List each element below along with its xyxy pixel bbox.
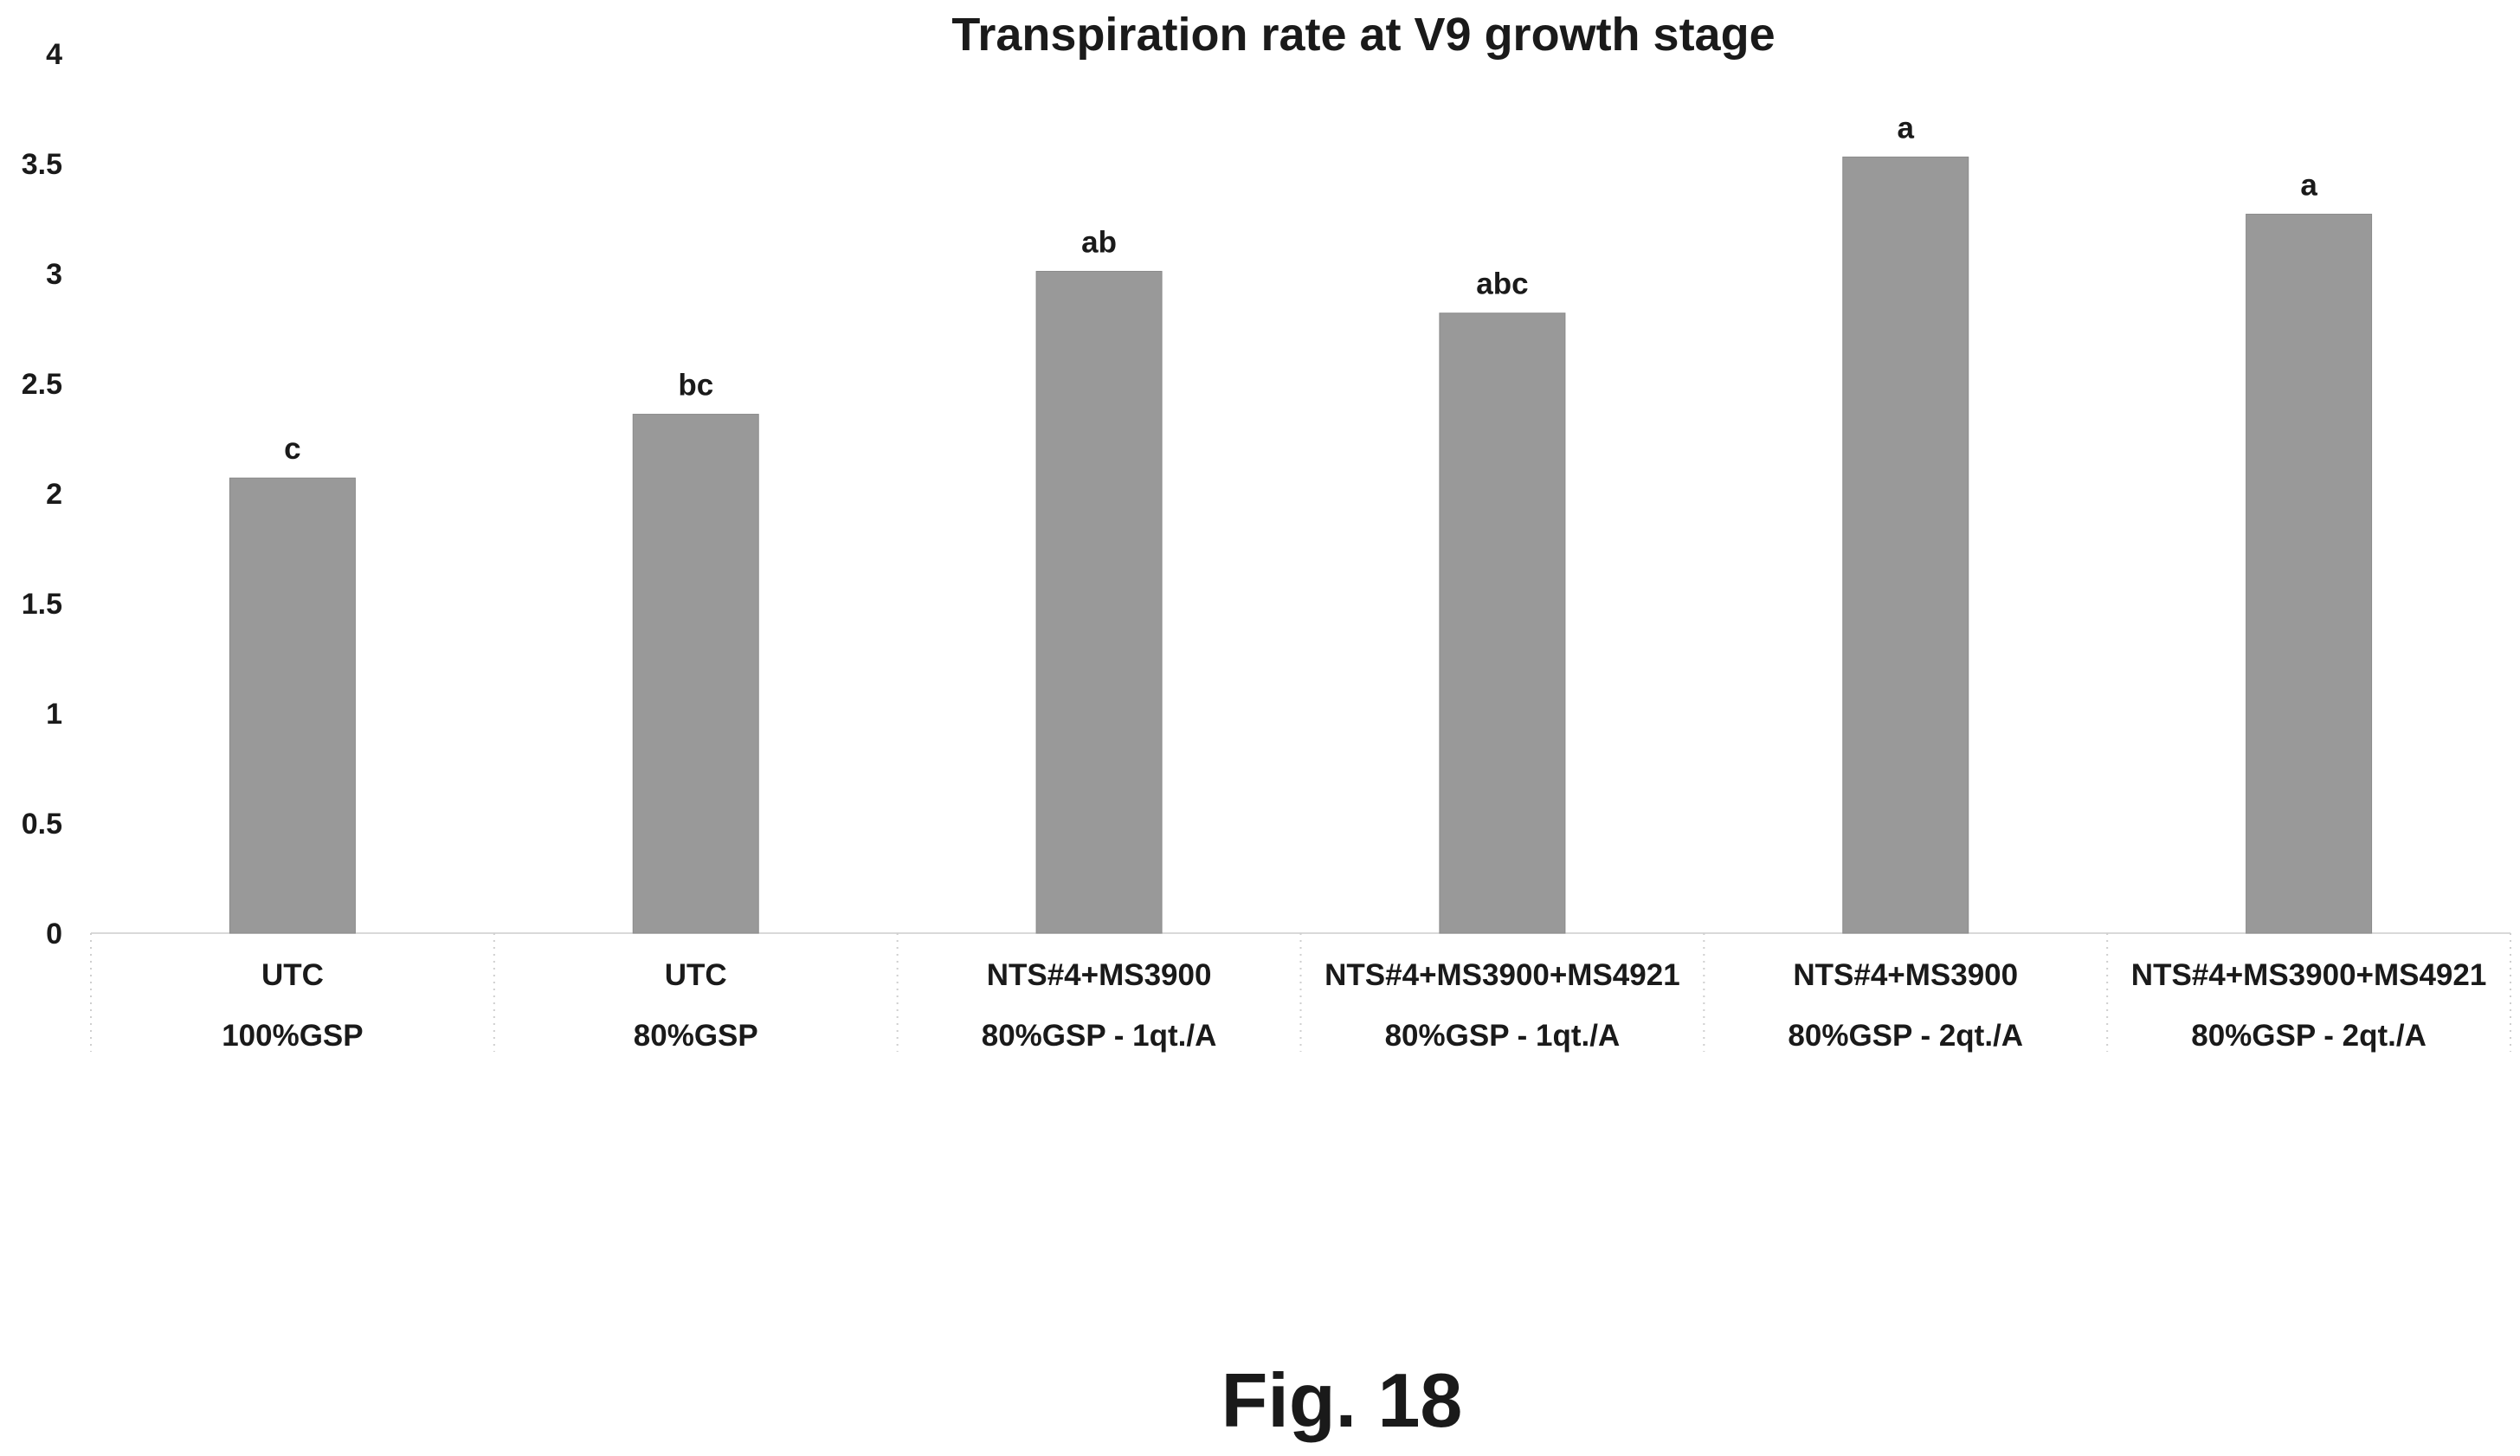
x-tick-label: UTC (261, 958, 324, 992)
x-axis: UTC 100%GSP UTC 80%GSP NTS#4+MS3900 80%GSP - … (222, 958, 2486, 1053)
bar (229, 477, 356, 934)
x-tick-label: NTS#4+MS3900+MS4921 (2131, 958, 2487, 992)
x-tick-label: 100%GSP (222, 1019, 363, 1053)
bar (1439, 312, 1566, 934)
y-tick-label: 4 (46, 38, 62, 71)
x-tick-label: 80%GSP - 2qt./A (1788, 1019, 2023, 1053)
y-tick-label: 0 (46, 918, 62, 950)
x-tick-label: UTC (665, 958, 727, 992)
data-label: a (2300, 168, 2317, 202)
bar (2246, 213, 2373, 934)
x-tick-label: NTS#4+MS3900 (1793, 958, 2018, 992)
bars (229, 156, 2373, 934)
category-dividers (90, 933, 2511, 1052)
y-tick-label: 3 (46, 258, 62, 291)
bar (1035, 270, 1163, 934)
x-tick-label: NTS#4+MS3900 (987, 958, 1212, 992)
data-labels: c bc ab abc a a (284, 111, 2317, 466)
y-tick-label: 3.5 (22, 148, 62, 181)
chart-title: Transpiration rate at V9 growth stage (951, 9, 1775, 61)
data-label: abc (1476, 267, 1528, 301)
bar (632, 414, 759, 934)
x-tick-label: 80%GSP - 1qt./A (1385, 1019, 1621, 1053)
data-label: bc (678, 369, 713, 403)
y-axis: 0 0.5 1 1.5 2 2.5 3 3.5 4 (22, 38, 62, 950)
y-tick-label: 1 (46, 698, 62, 731)
y-tick-label: 1.5 (22, 588, 62, 621)
data-label: a (1898, 111, 1915, 145)
y-tick-label: 2.5 (22, 368, 62, 401)
x-tick-label: 80%GSP (634, 1019, 758, 1053)
data-label: c (284, 432, 300, 466)
x-tick-label: NTS#4+MS3900+MS4921 (1324, 958, 1680, 992)
bar (1842, 156, 1969, 934)
y-tick-label: 2 (46, 478, 62, 511)
data-label: ab (1081, 225, 1117, 259)
x-tick-label: 80%GSP - 1qt./A (982, 1019, 1217, 1053)
x-tick-label: 80%GSP - 2qt./A (2191, 1019, 2427, 1053)
y-tick-label: 0.5 (22, 808, 62, 841)
figure-caption: Fig. 18 (1221, 1357, 1463, 1443)
